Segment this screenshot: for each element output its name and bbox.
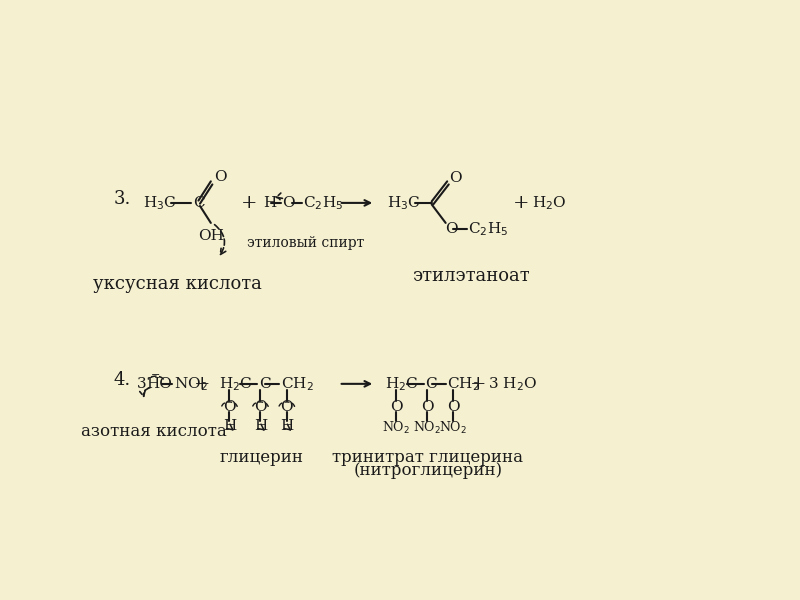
Text: −: −	[151, 370, 161, 380]
Text: C$_2$H$_5$: C$_2$H$_5$	[303, 194, 343, 212]
Text: H: H	[280, 419, 294, 433]
Text: уксусная кислота: уксусная кислота	[93, 275, 262, 293]
Text: O: O	[223, 400, 236, 414]
Text: O: O	[390, 400, 402, 414]
Text: этилэтаноат: этилэтаноат	[412, 267, 530, 285]
Text: H$_2$O: H$_2$O	[533, 194, 567, 212]
Text: H$_2$C: H$_2$C	[218, 375, 252, 393]
Text: глицерин: глицерин	[219, 449, 303, 466]
Text: H$_3$C: H$_3$C	[386, 194, 420, 212]
Text: H: H	[222, 419, 236, 433]
Text: H$_3$C: H$_3$C	[142, 194, 176, 212]
Text: O: O	[445, 222, 458, 236]
Text: H$_2$C: H$_2$C	[386, 375, 418, 393]
Text: C: C	[193, 196, 205, 210]
Text: +: +	[513, 194, 529, 212]
Text: NO$_2$: NO$_2$	[413, 419, 441, 436]
Text: O: O	[282, 196, 294, 210]
Text: +: +	[242, 194, 258, 212]
Text: тринитрат глицерина: тринитрат глицерина	[332, 449, 523, 466]
Text: O: O	[254, 400, 266, 414]
Text: C: C	[259, 377, 270, 391]
Text: NO$_2$: NO$_2$	[174, 375, 207, 393]
Text: O: O	[214, 170, 226, 184]
Text: 3: 3	[138, 377, 147, 391]
Text: +: +	[470, 375, 486, 393]
Text: C$_2$H$_5$: C$_2$H$_5$	[468, 220, 508, 238]
Text: (нитроглицерин): (нитроглицерин)	[354, 463, 502, 479]
Text: HO: HO	[146, 377, 172, 391]
Text: +: +	[194, 375, 210, 393]
Text: NO$_2$: NO$_2$	[382, 419, 410, 436]
Text: CH$_2$: CH$_2$	[281, 375, 314, 393]
Text: 4.: 4.	[114, 371, 131, 389]
Text: азотная кислота: азотная кислота	[82, 423, 227, 440]
Text: этиловый спирт: этиловый спирт	[246, 236, 364, 250]
Text: O: O	[450, 171, 462, 185]
Text: C: C	[426, 377, 437, 391]
Text: OH: OH	[198, 229, 224, 243]
Text: CH$_2$: CH$_2$	[447, 375, 480, 393]
Text: O: O	[447, 400, 460, 414]
Text: NO$_2$: NO$_2$	[439, 419, 467, 436]
Text: 3 H$_2$O: 3 H$_2$O	[487, 375, 537, 393]
Text: H: H	[262, 196, 276, 210]
Text: H: H	[254, 419, 267, 433]
Text: O: O	[421, 400, 434, 414]
Text: O: O	[281, 400, 293, 414]
Text: 3.: 3.	[114, 190, 131, 208]
